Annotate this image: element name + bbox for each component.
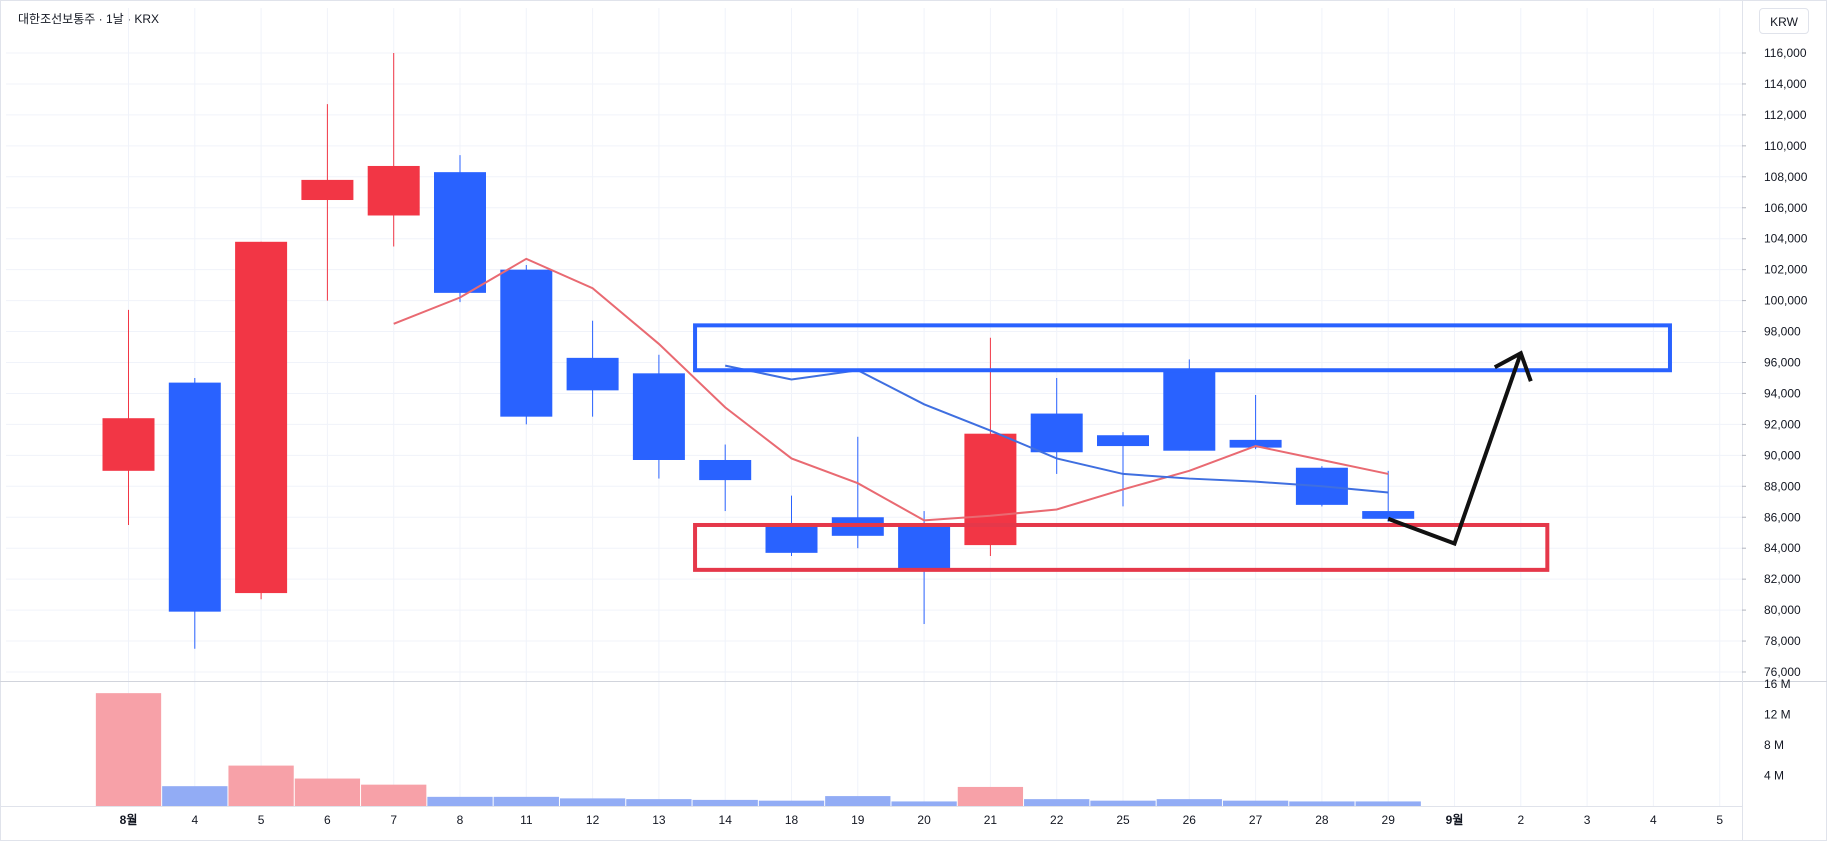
x-tick-label: 4 — [191, 813, 198, 827]
volume-bar — [493, 796, 559, 806]
y-tick-label: 116,000 — [1764, 46, 1807, 60]
x-tick-label: 19 — [851, 813, 865, 827]
x-tick-label: 27 — [1249, 813, 1263, 827]
candle-body — [367, 165, 420, 216]
volume-bar — [758, 800, 825, 806]
volume-bar — [825, 796, 891, 806]
y-tick-label: 76,000 — [1764, 665, 1801, 679]
candle-body — [699, 459, 752, 481]
y-tick-label: 112,000 — [1764, 108, 1807, 122]
y-tick-label: 100,000 — [1764, 294, 1808, 308]
forecast-arrow-head — [1493, 350, 1533, 382]
candle-body — [168, 382, 221, 612]
y-tick-label: 96,000 — [1764, 356, 1801, 370]
x-tick-label: 28 — [1315, 813, 1329, 827]
forecast-arrow — [1387, 352, 1523, 547]
volume-bar — [228, 765, 294, 806]
candle-body — [235, 241, 288, 594]
currency-button[interactable]: KRW — [1759, 8, 1809, 34]
chart-title: 대한조선보통주 · 1날 · KRX — [18, 12, 159, 26]
volume-tick-label: 4 M — [1764, 769, 1784, 783]
candle-body — [1163, 368, 1216, 451]
x-tick-label: 18 — [785, 813, 799, 827]
y-tick-label: 94,000 — [1764, 386, 1801, 400]
x-tick-label: 8 — [457, 813, 464, 827]
volume-bar — [162, 786, 228, 806]
x-tick-label: 29 — [1382, 813, 1396, 827]
volume-bar — [294, 778, 361, 806]
x-tick-label: 5 — [258, 813, 265, 827]
y-tick-label: 84,000 — [1764, 541, 1801, 555]
volume-bar — [1355, 801, 1421, 806]
candle-body — [632, 373, 685, 460]
y-tick-label: 110,000 — [1764, 139, 1807, 153]
y-tick-label: 98,000 — [1764, 325, 1801, 339]
candle-body — [301, 179, 354, 201]
candle-body — [1030, 413, 1083, 453]
volume-bar — [626, 799, 692, 806]
ma-line-blue — [724, 364, 1389, 494]
volume-bar — [1289, 801, 1355, 806]
y-tick-label: 88,000 — [1764, 479, 1801, 493]
volume-bar — [692, 799, 758, 806]
y-tick-label: 90,000 — [1764, 448, 1801, 462]
candle-body — [102, 418, 155, 471]
x-tick-label: 5 — [1716, 813, 1723, 827]
y-tick-label: 78,000 — [1764, 634, 1801, 648]
volume-bar — [95, 693, 162, 806]
volume-tick-label: 8 M — [1764, 738, 1784, 752]
x-tick-label: 21 — [984, 813, 998, 827]
volume-bar — [427, 796, 493, 806]
y-tick-label: 80,000 — [1764, 603, 1801, 617]
x-tick-label: 11 — [520, 813, 533, 827]
candle-body — [500, 269, 553, 417]
candle-body — [1097, 435, 1149, 447]
volume-tick-label: 16 M — [1764, 677, 1791, 691]
volume-bar — [559, 798, 626, 806]
x-tick-label: 25 — [1116, 813, 1130, 827]
candle-body — [566, 357, 619, 391]
x-tick-label: 14 — [719, 813, 733, 827]
candle-body — [964, 433, 1017, 546]
volume-bar — [1156, 799, 1222, 806]
volume-tick-label: 12 M — [1764, 708, 1791, 722]
x-tick-label: 13 — [652, 813, 666, 827]
volume-bar — [1024, 799, 1090, 806]
resistance-box — [693, 323, 1672, 373]
candle-body — [1362, 511, 1415, 519]
candle-body — [434, 172, 486, 293]
volume-bar — [1090, 800, 1156, 806]
candle-body — [765, 524, 818, 553]
y-tick-label: 108,000 — [1764, 170, 1808, 184]
candle-body — [1229, 439, 1282, 448]
x-tick-label: 4 — [1650, 813, 1657, 827]
support-box — [693, 522, 1550, 572]
y-tick-label: 92,000 — [1764, 417, 1801, 431]
x-tick-label: 8월 — [120, 812, 138, 827]
y-tick-label: 106,000 — [1764, 201, 1808, 215]
x-tick-label: 12 — [586, 813, 600, 827]
x-tick-label: 22 — [1050, 813, 1064, 827]
y-tick-label: 86,000 — [1764, 510, 1801, 524]
volume-bar — [1222, 800, 1289, 806]
volume-bar — [891, 801, 957, 806]
volume-bar — [957, 786, 1024, 806]
x-tick-label: 7 — [390, 813, 397, 827]
x-tick-label: 6 — [324, 813, 331, 827]
x-tick-label: 2 — [1517, 813, 1524, 827]
candle-body — [898, 523, 951, 572]
y-tick-label: 82,000 — [1764, 572, 1801, 586]
x-tick-label: 26 — [1183, 813, 1197, 827]
y-tick-label: 102,000 — [1764, 263, 1808, 277]
y-tick-label: 114,000 — [1764, 77, 1807, 91]
ma-line-red — [393, 257, 1389, 522]
x-tick-label: 3 — [1584, 813, 1591, 827]
y-tick-label: 104,000 — [1764, 232, 1808, 246]
x-tick-label: 20 — [917, 813, 931, 827]
x-tick-label: 9월 — [1446, 812, 1464, 827]
volume-bar — [361, 784, 427, 806]
